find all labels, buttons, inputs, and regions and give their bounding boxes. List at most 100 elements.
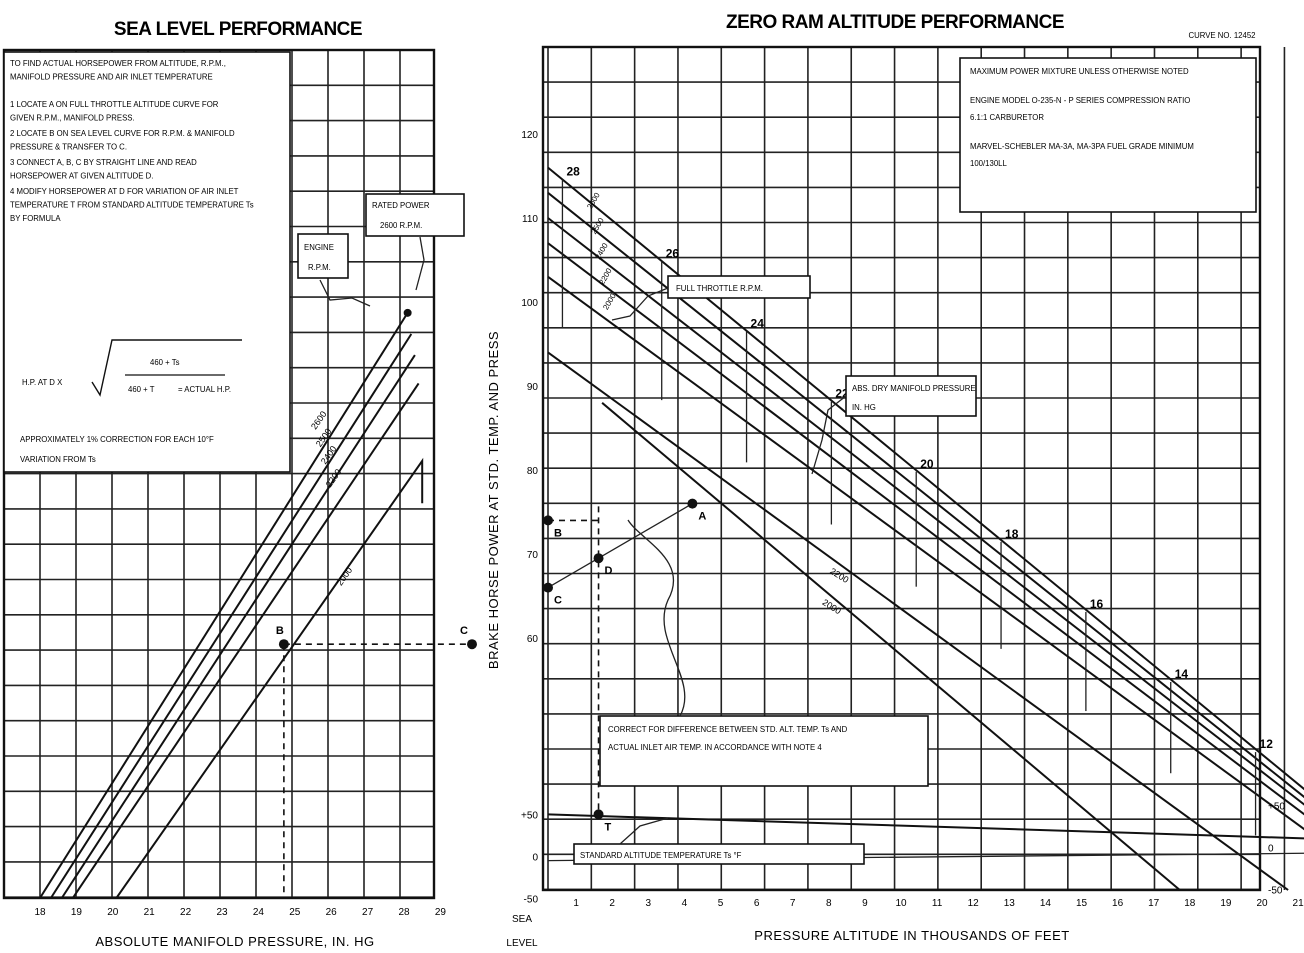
instruction-line: HORSEPOWER AT GIVEN ALTITUDE D. [10, 172, 153, 181]
zero-ram-curve-2500-1 [547, 192, 1304, 799]
sea-level-x-axis-label: ABSOLUTE MANIFOLD PRESSURE, IN. HG [95, 934, 374, 949]
point-c-label: C [460, 625, 468, 637]
notes-text: MAXIMUM POWER MIXTURE UNLESS OTHERWISE N… [970, 67, 1194, 168]
temp-tick-left: 0 [532, 852, 538, 863]
zero-ram-x-tick: 8 [826, 898, 832, 909]
instruction-line: 3 CONNECT A, B, C BY STRAIGHT LINE AND R… [10, 158, 197, 167]
manifold-pressure-label: 14 [1175, 667, 1189, 681]
temp-tick-right: 0 [1268, 843, 1274, 854]
point-b-label: B [554, 527, 562, 539]
sea-level-x-tick: 24 [253, 907, 265, 918]
zero-ram-curve-2000-6 [601, 402, 1181, 891]
point-b-label: B [276, 625, 284, 637]
curve-number: CURVE NO. 12452 [1188, 31, 1255, 40]
sea-level-plot-frame [2, 48, 436, 900]
zero-ram-plot-frame [541, 45, 1262, 892]
correction-note: CORRECT FOR DIFFERENCE BETWEEN STD. ALT.… [608, 725, 848, 752]
zero-ram-curve-2000-4 [547, 275, 1304, 831]
zero-ram-y-tick: 70 [527, 550, 539, 561]
approximation-note-2: VARIATION FROM Ts [20, 455, 96, 464]
instruction-line: BY FORMULA [10, 214, 61, 223]
formula-left: H.P. AT D X [22, 378, 63, 387]
sea-level-x-tick: 29 [435, 907, 447, 918]
temp-tick-left: +50 [521, 810, 538, 821]
zero-ram-x-tick: 10 [895, 898, 907, 909]
std-temp-callout: STANDARD ALTITUDE TEMPERATURE Ts °F [573, 817, 865, 865]
manifold-callout: ABS. DRY MANIFOLD PRESSURE IN. HG [811, 375, 977, 475]
full-throttle-rpm-label: 2600 [585, 191, 602, 211]
zero-ram-y-tick: 100 [521, 298, 538, 309]
zero-ram-x-tick: 16 [1112, 898, 1124, 909]
notes-box: MAXIMUM POWER MIXTURE UNLESS OTHERWISE N… [959, 57, 1257, 213]
engine-rpm-callout: ENGINE R.P.M. [297, 233, 371, 307]
temp-tick-left: -50 [524, 894, 539, 905]
zero-ram-curve-2200-3 [547, 242, 1304, 816]
zero-ram-x-tick: 20 [1256, 898, 1268, 909]
sea-level-x-tick: 21 [144, 907, 156, 918]
point-c-marker [467, 639, 477, 650]
manifold-pressure-label: 28 [566, 165, 580, 179]
manifold-pressure-label: 20 [920, 457, 934, 471]
manifold-pressure-label: 12 [1260, 737, 1274, 751]
zero-ram-x-tick: 11 [932, 898, 943, 909]
notes-line: MARVEL-SCHEBLER MA-3A, MA-3PA FUEL GRADE… [970, 142, 1194, 151]
zero-ram-x-tick: 19 [1220, 898, 1232, 909]
point-t-label: T [605, 821, 612, 833]
zero-ram-y-tick: 90 [527, 382, 539, 393]
zero-ram-x-tick: 2 [609, 898, 615, 909]
approximation-note: APPROXIMATELY 1% CORRECTION FOR EACH 10°… [20, 435, 214, 444]
std-temp-label: STANDARD ALTITUDE TEMPERATURE Ts °F [580, 851, 742, 860]
point-t-marker [593, 809, 604, 820]
std-temp-line [547, 813, 1304, 840]
temp-tick-right: -50 [1268, 885, 1283, 896]
zero-ram-x-tick: 15 [1076, 898, 1088, 909]
notes-line: 100/130LL [970, 159, 1008, 168]
full-throttle-label: FULL THROTTLE R.P.M. [676, 284, 763, 293]
zero-ram-x-tick: 13 [1004, 898, 1016, 909]
sea-level-x-tick: 25 [289, 907, 301, 918]
rated-power-rpm: 2600 R.P.M. [380, 221, 422, 230]
zero-ram-x-tick: 17 [1148, 898, 1160, 909]
point-b-marker [543, 515, 553, 526]
instruction-box: TO FIND ACTUAL HORSEPOWER FROM ALTITUDE,… [3, 51, 291, 473]
engine-rpm-label-2: R.P.M. [308, 263, 331, 272]
sea-level-x-tick: 20 [107, 907, 119, 918]
instruction-line: TO FIND ACTUAL HORSEPOWER FROM ALTITUDE,… [10, 59, 226, 68]
formula-right: = ACTUAL H.P. [178, 385, 231, 394]
rated-power-callout: RATED POWER 2600 R.P.M. [365, 193, 465, 291]
sea-level-curve-2000-4 [115, 457, 424, 899]
instruction-text: TO FIND ACTUAL HORSEPOWER FROM ALTITUDE,… [10, 59, 254, 223]
manifold-pressure-label: 18 [1005, 527, 1019, 541]
sea-level-curve-label: 2000 [335, 565, 355, 587]
instruction-line: 2 LOCATE B ON SEA LEVEL CURVE FOR R.P.M.… [10, 129, 235, 138]
sea-level-tick-2: LEVEL [506, 938, 538, 949]
correction-line: ACTUAL INLET AIR TEMP. IN ACCORDANCE WIT… [608, 743, 822, 752]
zero-ram-x-tick: 21 [1293, 898, 1304, 909]
zero-ram-y-tick: 60 [527, 634, 539, 645]
temp-tick-right: +50 [1268, 801, 1285, 812]
zero-ram-curve-2400-2 [547, 217, 1304, 806]
zero-ram-x-tick: 3 [646, 898, 652, 909]
sea-level-x-tick: 26 [326, 907, 338, 918]
zero-ram-x-tick: 18 [1184, 898, 1196, 909]
zero-ram-y-axis-label: BRAKE HORSE POWER AT STD. TEMP. AND PRES… [486, 331, 501, 669]
zero-ram-x-tick: 6 [754, 898, 760, 909]
manifold-label: ABS. DRY MANIFOLD PRESSURE [852, 384, 976, 393]
notes-line: ENGINE MODEL O-235-N - P SERIES COMPRESS… [970, 96, 1190, 105]
zero-ram-y-tick: 80 [527, 466, 539, 477]
rated-power-label: RATED POWER [372, 201, 430, 210]
sea-level-curve-2600-0 [39, 312, 409, 899]
manifold-pressure-label: 16 [1090, 597, 1104, 611]
formula-denominator: 460 + T [128, 385, 155, 394]
sea-level-x-tick: 18 [34, 907, 46, 918]
sea-level-curve-2400-2 [60, 354, 416, 899]
instruction-line: MANIFOLD PRESSURE AND AIR INLET TEMPERAT… [10, 73, 213, 82]
zero-ram-y-tick: 110 [522, 214, 538, 225]
instruction-line: 4 MODIFY HORSEPOWER AT D FOR VARIATION O… [10, 187, 239, 196]
zero-ram-y-ticks: 120 110 100 90 80 70 60 +50 0 -50 +50 0 -50 [521, 130, 1285, 905]
notes-line: MAXIMUM POWER MIXTURE UNLESS OTHERWISE N… [970, 67, 1189, 76]
zero-ram-curve-2200-5 [547, 351, 1289, 891]
zero-ram-x-tick: 9 [862, 898, 868, 909]
zero-ram-x-tick: 12 [968, 898, 980, 909]
